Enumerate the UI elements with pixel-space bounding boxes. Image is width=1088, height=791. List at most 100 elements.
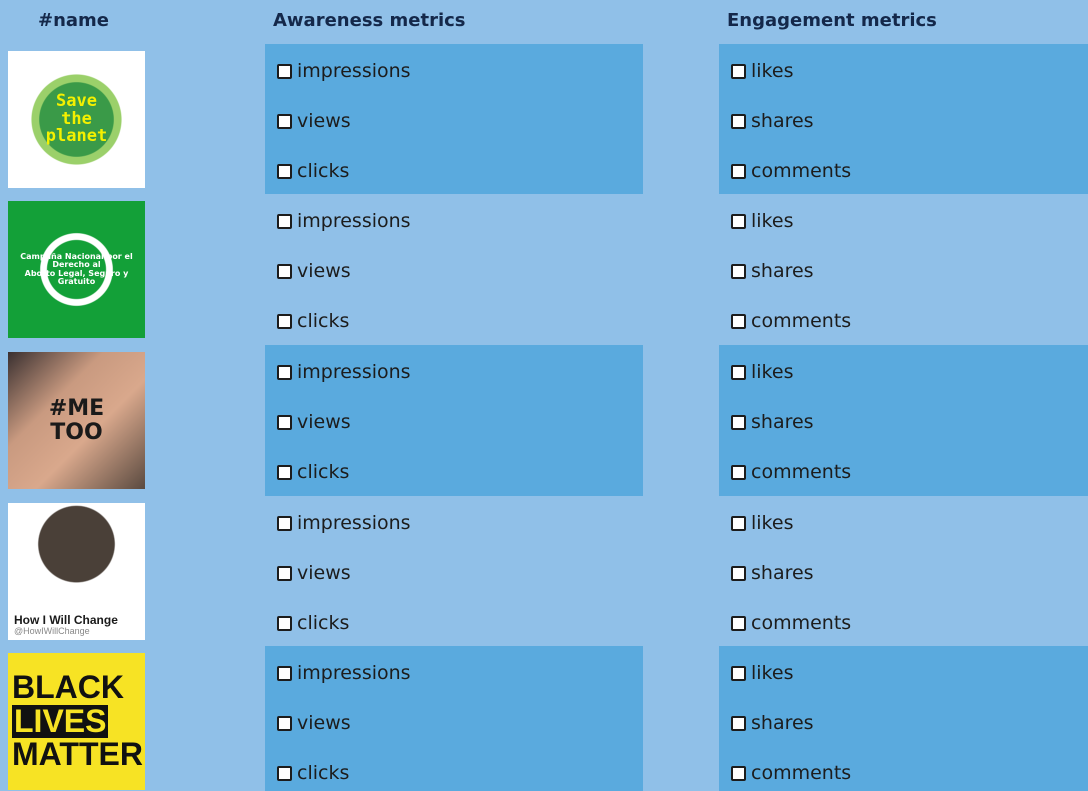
metric-label: clicks — [297, 461, 350, 483]
metric-checkbox[interactable]: likes — [731, 510, 793, 536]
checkbox[interactable] — [731, 615, 746, 631]
metric-checkbox[interactable]: shares — [731, 258, 814, 284]
metric-checkbox[interactable]: views — [277, 409, 351, 435]
metric-checkbox[interactable]: clicks — [277, 308, 349, 334]
metric-label: impressions — [297, 512, 411, 534]
image-text: @HowIWillChange — [14, 625, 90, 636]
checkbox[interactable] — [277, 63, 292, 79]
checkbox[interactable] — [731, 414, 746, 430]
metric-checkbox[interactable]: comments — [731, 610, 851, 636]
checkbox[interactable] — [277, 565, 292, 581]
metric-checkbox[interactable]: comments — [731, 158, 851, 184]
metric-checkbox[interactable]: comments — [731, 459, 851, 485]
checkbox[interactable] — [731, 113, 746, 129]
checkbox[interactable] — [277, 163, 292, 179]
checkbox[interactable] — [731, 515, 746, 531]
checkbox[interactable] — [277, 665, 292, 681]
metric-checkbox[interactable]: clicks — [277, 760, 349, 786]
metric-checkbox[interactable]: impressions — [277, 359, 411, 385]
checkbox[interactable] — [731, 313, 746, 329]
metric-label: impressions — [297, 662, 411, 684]
checkbox[interactable] — [277, 615, 292, 631]
metric-label: views — [297, 411, 351, 433]
metric-label: shares — [751, 260, 814, 282]
metric-label: comments — [751, 612, 852, 634]
image-art — [8, 352, 145, 489]
checkbox[interactable] — [277, 414, 292, 430]
checkbox[interactable] — [731, 765, 746, 781]
metric-label: impressions — [297, 60, 411, 82]
image-art — [8, 51, 145, 188]
metric-checkbox[interactable]: likes — [731, 58, 793, 84]
checkbox[interactable] — [731, 565, 746, 581]
metric-label: views — [297, 260, 351, 282]
checkbox[interactable] — [731, 163, 746, 179]
metric-checkbox[interactable]: clicks — [277, 459, 349, 485]
metric-checkbox[interactable]: shares — [731, 560, 814, 586]
metric-checkbox[interactable]: comments — [731, 760, 851, 786]
metric-checkbox[interactable]: impressions — [277, 510, 411, 536]
metric-checkbox[interactable]: impressions — [277, 208, 411, 234]
metric-checkbox[interactable]: views — [277, 560, 351, 586]
metric-label: likes — [751, 60, 794, 82]
checkbox[interactable] — [731, 464, 746, 480]
checkbox[interactable] — [277, 464, 292, 480]
checkbox[interactable] — [277, 113, 292, 129]
metric-checkbox[interactable]: views — [277, 258, 351, 284]
metric-label: comments — [751, 762, 852, 784]
metric-checkbox[interactable]: impressions — [277, 660, 411, 686]
image-text: Save — [56, 90, 97, 111]
metric-label: views — [297, 562, 351, 584]
metric-label: shares — [751, 411, 814, 433]
metric-checkbox[interactable]: clicks — [277, 610, 349, 636]
metric-label: likes — [751, 210, 794, 232]
image-text: LIVES — [12, 702, 109, 739]
image-text: How I Will Change — [14, 612, 118, 627]
metric-label: clicks — [297, 160, 350, 182]
metric-checkbox[interactable]: impressions — [277, 58, 411, 84]
image-art — [8, 201, 145, 338]
metric-checkbox[interactable]: views — [277, 710, 351, 736]
checkbox[interactable] — [277, 263, 292, 279]
checkbox[interactable] — [277, 715, 292, 731]
hashtag-image: BLACK LIVES MATTER — [8, 653, 145, 790]
metric-checkbox[interactable]: shares — [731, 108, 814, 134]
metric-label: clicks — [297, 612, 350, 634]
row-band — [719, 646, 1088, 791]
metric-checkbox[interactable]: views — [277, 108, 351, 134]
checkbox[interactable] — [731, 364, 746, 380]
checkbox[interactable] — [277, 364, 292, 380]
metric-checkbox[interactable]: likes — [731, 359, 793, 385]
header-engagement: Engagement metrics — [727, 10, 937, 31]
row-band — [719, 345, 1088, 496]
metric-label: shares — [751, 562, 814, 584]
metric-label: shares — [751, 712, 814, 734]
checkbox[interactable] — [731, 263, 746, 279]
checkbox[interactable] — [277, 765, 292, 781]
image-text-block: Save the planet — [8, 51, 145, 188]
metric-checkbox[interactable]: likes — [731, 208, 793, 234]
image-text: TOO — [50, 419, 103, 445]
metric-label: clicks — [297, 762, 350, 784]
checkbox[interactable] — [731, 715, 746, 731]
header-awareness: Awareness metrics — [273, 10, 466, 31]
metric-label: likes — [751, 512, 794, 534]
checkbox[interactable] — [277, 313, 292, 329]
metric-checkbox[interactable]: shares — [731, 710, 814, 736]
metric-checkbox[interactable]: clicks — [277, 158, 349, 184]
metric-label: impressions — [297, 210, 411, 232]
row-band — [265, 646, 643, 791]
checkbox[interactable] — [731, 63, 746, 79]
image-text: #ME — [48, 396, 105, 422]
checkbox[interactable] — [731, 665, 746, 681]
checkbox[interactable] — [731, 213, 746, 229]
hashtag-image: #ME TOO — [8, 352, 145, 489]
metric-checkbox[interactable]: comments — [731, 308, 851, 334]
image-text: planet — [45, 126, 108, 147]
checkbox[interactable] — [277, 515, 292, 531]
hashtag-image: Save the planet — [8, 51, 145, 188]
image-text: MATTER — [12, 736, 143, 773]
checkbox[interactable] — [277, 213, 292, 229]
metric-checkbox[interactable]: likes — [731, 660, 793, 686]
metric-checkbox[interactable]: shares — [731, 409, 814, 435]
